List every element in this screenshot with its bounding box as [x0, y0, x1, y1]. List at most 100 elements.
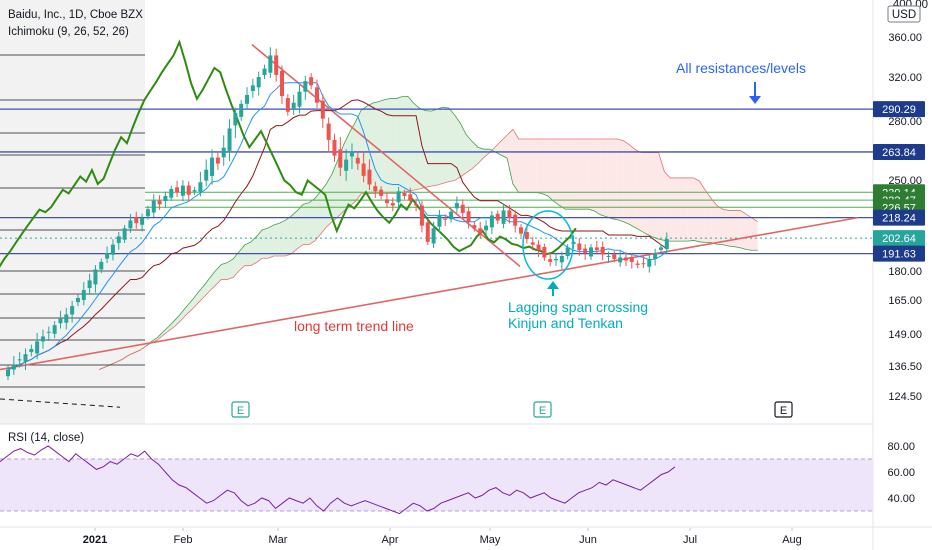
candle-body	[594, 247, 599, 251]
candle-body	[589, 247, 593, 257]
candle-body	[262, 68, 267, 75]
cloud-segment	[518, 138, 525, 193]
cloud-segment	[407, 96, 414, 192]
cloud-segment	[349, 121, 356, 207]
candle-body	[349, 151, 354, 157]
y-tick-label: 165.00	[888, 295, 922, 307]
candle-body	[507, 210, 512, 218]
candle-body	[163, 195, 168, 202]
cloud-segment	[227, 258, 234, 280]
cloud-segment	[238, 244, 245, 271]
cloud-segment	[302, 202, 309, 245]
cloud-segment	[740, 210, 747, 250]
candle-body	[268, 55, 273, 73]
cloud-segment	[553, 138, 560, 206]
candle-body	[64, 314, 69, 323]
price-level-label: 202.64	[882, 233, 916, 245]
candle-body	[250, 85, 255, 92]
annotation-lagging-2: Kinjun and Tenkan	[508, 315, 623, 331]
price-level-box	[873, 143, 925, 160]
cloud-segment	[186, 300, 193, 315]
cloud-segment	[472, 141, 478, 169]
cloud-segment	[396, 96, 403, 194]
candle-body	[344, 159, 349, 171]
earnings-marker-1[interactable]: E	[231, 401, 250, 418]
cloud-segment	[209, 270, 216, 292]
candle-body	[239, 103, 244, 117]
cloud-segment	[658, 152, 665, 241]
earnings-marker-1-label: E	[237, 405, 244, 417]
currency-box[interactable]	[887, 5, 921, 23]
annotation-resistances: All resistances/levels	[676, 60, 806, 76]
cloud-segment	[617, 138, 624, 222]
cloud-segment	[308, 198, 315, 245]
candle-body	[623, 257, 628, 261]
kijun-line	[7, 99, 668, 371]
candle-body	[75, 297, 80, 303]
candle-body	[17, 359, 22, 361]
rsi-tick-label: 80.00	[887, 441, 915, 453]
cloud-segment	[547, 138, 554, 202]
long-term-trend-line	[0, 216, 859, 371]
candle-body	[303, 81, 308, 92]
candle-body	[221, 147, 226, 158]
cloud-segment	[355, 110, 362, 202]
x-tick-label: 2021	[83, 534, 107, 546]
y-tick-label: 280.00	[888, 116, 922, 128]
candle-body	[489, 215, 494, 228]
cloud-segment	[751, 217, 758, 251]
rsi-pane: 80.00 60.00 40.00	[0, 441, 932, 528]
currency-label[interactable]: USD	[892, 9, 916, 21]
cloud-segment	[233, 252, 239, 278]
candle-body	[431, 228, 436, 244]
cloud-segment	[594, 138, 601, 215]
candle-body	[332, 139, 337, 156]
cloud-segment	[466, 134, 473, 173]
cloud-segment	[198, 285, 204, 304]
candle-body	[140, 217, 145, 225]
candle-body	[309, 77, 314, 86]
cloud-segment	[378, 99, 385, 194]
candle-body	[653, 253, 658, 259]
price-level-box	[873, 101, 925, 118]
candle-body	[600, 246, 605, 255]
x-tick-label: Mar	[269, 534, 288, 546]
candle-body	[29, 349, 34, 352]
cloud-segment	[384, 98, 391, 194]
cloud-segment	[600, 138, 607, 217]
lagging-span-line	[0, 39, 577, 268]
earnings-marker-2[interactable]: E	[533, 401, 552, 418]
cloud-segment	[734, 210, 741, 248]
earnings-marker-3[interactable]: E	[774, 401, 793, 418]
trend-lines	[0, 44, 859, 408]
candle-body	[373, 186, 378, 192]
cloud-segment	[711, 198, 717, 245]
arrow-up-icon	[547, 281, 559, 296]
cloud-segment	[314, 191, 321, 242]
price-axis: 360.00 320.00 280.00 250.00 180.00 165.00 149.…	[888, 32, 922, 403]
senkou-span-b	[98, 128, 758, 370]
y-tick-label: 149.00	[888, 329, 922, 341]
cloud-segment	[530, 138, 537, 193]
candle-body	[116, 236, 121, 243]
candle-body	[379, 189, 384, 196]
rsi-title: RSI (14, close)	[8, 432, 84, 444]
dashed-line	[0, 398, 121, 408]
cloud-segment	[291, 210, 298, 254]
candle-body	[233, 112, 238, 126]
cloud-segment	[285, 216, 292, 257]
candle-body	[326, 123, 331, 140]
candle-body	[559, 256, 564, 263]
cloud-segment	[536, 138, 543, 194]
cloud-segment	[606, 138, 612, 219]
candle-body	[513, 214, 518, 226]
candle-body	[93, 269, 98, 285]
cloud-segment	[460, 123, 467, 177]
candle-body	[180, 185, 185, 196]
candle-body	[530, 242, 535, 245]
selection-shade	[0, 0, 145, 424]
candle-body	[70, 306, 75, 315]
candle-body	[151, 200, 156, 213]
y-tick-label: 180.00	[888, 266, 922, 278]
